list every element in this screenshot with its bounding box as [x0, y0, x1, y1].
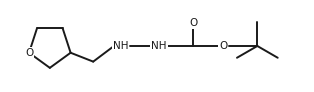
- Text: O: O: [219, 41, 227, 51]
- Text: NH: NH: [113, 41, 128, 51]
- Text: O: O: [25, 48, 33, 58]
- Text: NH: NH: [151, 41, 167, 51]
- Text: O: O: [189, 18, 197, 28]
